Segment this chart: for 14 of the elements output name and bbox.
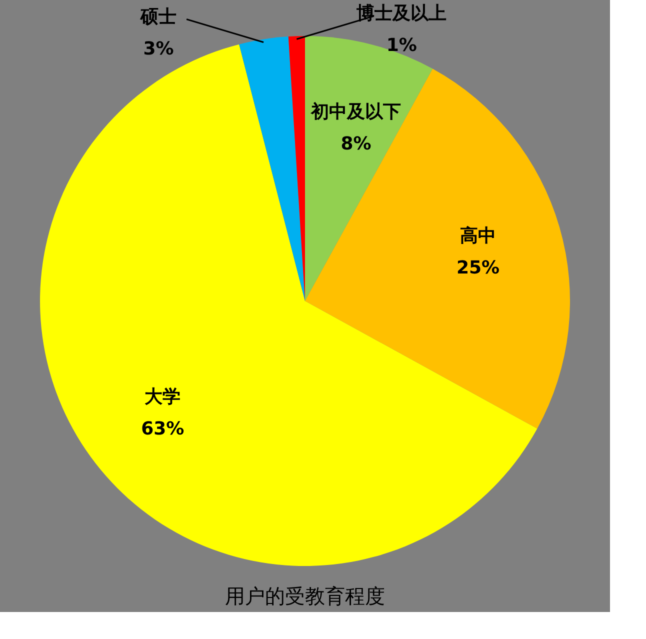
data-label: 8%: [340, 133, 372, 154]
slice-label: 博士及以上: [356, 3, 447, 24]
data-label: 1%: [386, 35, 417, 56]
pie-slice: [239, 36, 305, 301]
slice-label: 大学: [144, 386, 181, 408]
pie-slice: [305, 36, 433, 301]
data-label: 63%: [141, 418, 184, 440]
text: 用户的受教育程度: [225, 584, 385, 608]
slice-label: 硕士: [140, 6, 177, 28]
slice-label: 初中及以下: [310, 101, 401, 122]
slice-label: 高中: [460, 226, 496, 247]
pie-slice: [305, 68, 570, 429]
data-label: 3%: [143, 38, 174, 60]
data-label: 25%: [456, 258, 500, 279]
